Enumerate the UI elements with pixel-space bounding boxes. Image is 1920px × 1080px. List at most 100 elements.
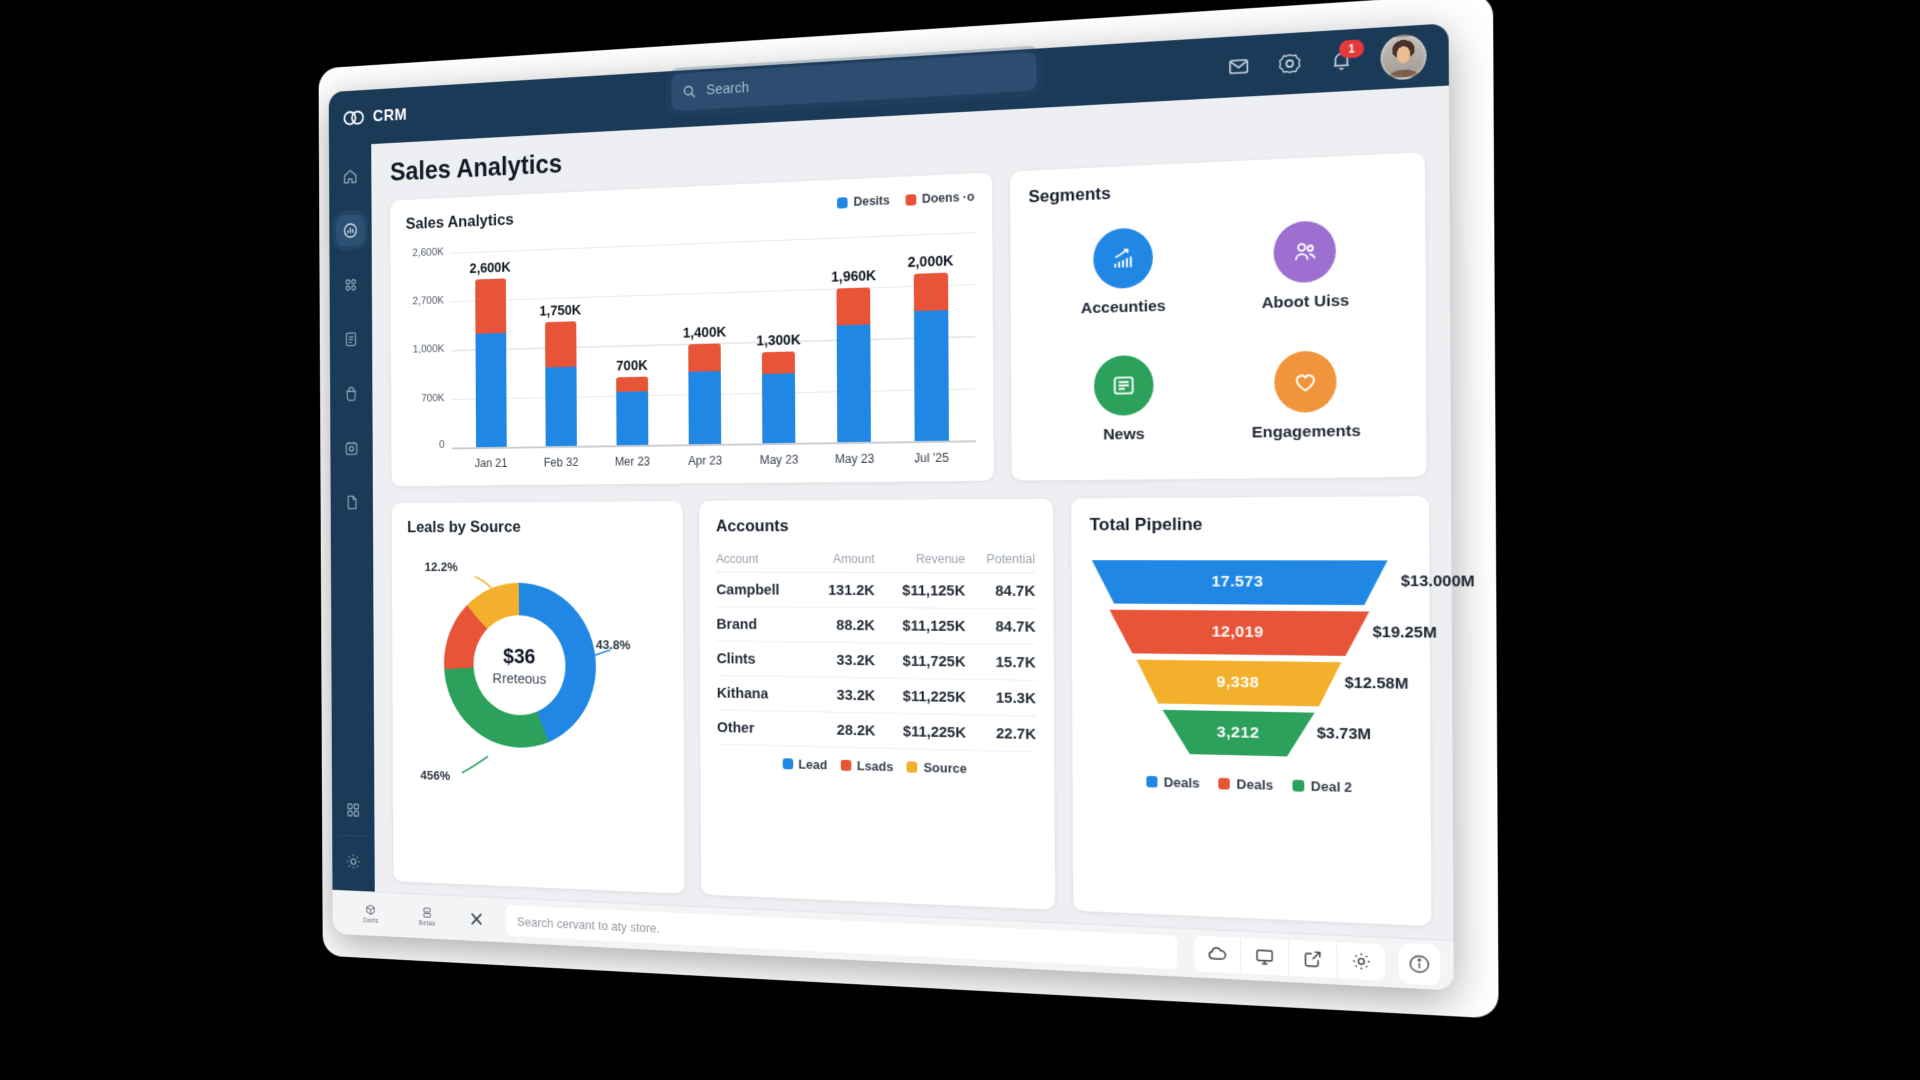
user-avatar[interactable] [1380, 33, 1426, 81]
app-logo[interactable]: CRM [342, 105, 407, 128]
home-icon [345, 170, 356, 183]
close-icon[interactable] [468, 909, 486, 929]
legend-chip-doens [905, 194, 916, 206]
legend-chip [782, 758, 792, 769]
sidebar-item-dashboard-active[interactable] [336, 214, 365, 247]
legend-chip-desits [837, 197, 848, 208]
notification-badge: 1 [1339, 39, 1364, 59]
tilted-app-window: CRM [329, 23, 1454, 990]
funnel-value-1: $13.000M [1401, 572, 1475, 590]
segment-label: Acceunties [1081, 297, 1166, 318]
donut-center-label: Rreteous [492, 670, 546, 687]
main-content: Sales Analytics Sales Analytics Desits D… [371, 86, 1453, 940]
bar-value-label: 2,000K [908, 253, 954, 271]
taskbar-actions [1194, 936, 1386, 981]
sidebar-item-apps[interactable] [339, 794, 368, 827]
pipeline-funnel: 17.573 12,019 9,338 3,212 $13.000M $19.2… [1092, 560, 1411, 759]
table-row: Other 28.2K $11,225K 22.7K [717, 710, 1036, 752]
apps-grid-icon [348, 804, 352, 809]
sidebar-item-files[interactable] [337, 486, 366, 518]
accounts-card: Accounts Account Amount Revenue Potentia… [699, 499, 1055, 910]
body: Sales Analytics Sales Analytics Desits D… [329, 86, 1454, 940]
y-axis: 2,600K 2,700K 1,000K 700K 0 [406, 253, 452, 448]
accounts-table: Account Amount Revenue Potential Campbel… [716, 546, 1036, 753]
accounts-legend: Lead Lsads Source [717, 755, 1036, 778]
bar-value-label: 700K [616, 358, 648, 374]
segment-label: Engagements [1252, 422, 1361, 443]
legend-chip [1146, 776, 1157, 788]
mail-icon[interactable] [1226, 53, 1251, 80]
funnel-value-4: $3.73M [1317, 724, 1371, 743]
gear-icon[interactable] [1336, 942, 1385, 981]
heart-icon [1292, 368, 1320, 396]
legend-label: Desits [853, 193, 889, 209]
donut-label-green: 456% [420, 768, 450, 783]
table-row: Clints 33.2K $11,725K 15.7K [717, 641, 1036, 680]
taskbar-tab-label: Betas [419, 920, 436, 927]
sidebar-item-settings[interactable] [339, 845, 368, 878]
segment-news[interactable]: News [1094, 355, 1154, 445]
global-search-input[interactable] [704, 63, 1024, 100]
segments-card: Segments Acceunties [1010, 152, 1426, 480]
sidebar-item-orders[interactable] [337, 377, 366, 409]
crm-app-window: CRM [329, 23, 1454, 990]
bar-column: 1,960K [816, 235, 892, 442]
growth-chart-icon [1109, 244, 1136, 272]
legend-chip [1219, 778, 1231, 790]
funnel-value-3: $12.58M [1345, 674, 1409, 693]
legend-chip [907, 761, 918, 772]
settings-hex-icon[interactable] [1277, 50, 1303, 77]
bar-value-label: 1,300K [756, 332, 800, 349]
bar-column: 1,750K [525, 247, 596, 446]
crm-logo-icon [342, 108, 366, 128]
share-external-icon[interactable] [1288, 940, 1337, 978]
pipeline-title: Total Pipeline [1090, 513, 1410, 535]
contacts-icon [346, 280, 350, 284]
sidebar-item-documents[interactable] [337, 323, 366, 356]
leads-by-source-card: Leals by Source $36 Rreteous [392, 501, 685, 894]
sidebar-divider [339, 835, 368, 837]
segment-acceunties[interactable]: Acceunties [1080, 226, 1165, 318]
sales-analytics-card: Sales Analytics Desits Doens ·o 2,600K 2… [390, 172, 994, 486]
segment-label: News [1103, 426, 1145, 445]
sidebar-item-home[interactable] [336, 160, 365, 193]
col-header: Account [716, 546, 808, 572]
stack-icon [421, 906, 433, 919]
total-pipeline-card: Total Pipeline 17.573 12,019 9,338 3,212… [1071, 496, 1431, 926]
table-row: Campbell 131.2K $11,125K 84.7K [716, 572, 1035, 609]
donut-label-yellow: 12.2% [425, 560, 458, 574]
segment-engagements[interactable]: Engagements [1251, 350, 1361, 443]
donut-label-blue: 43.8% [596, 637, 631, 652]
table-row: Brand 88.2K $11,125K 84.7K [716, 607, 1035, 645]
legend-label: Deals [1236, 776, 1273, 793]
funnel-value-2: $19.25M [1373, 623, 1437, 642]
taskbar-tab-darts[interactable]: Darts [343, 902, 399, 925]
taskbar-tab-betas[interactable]: Betas [399, 905, 456, 929]
donut-center-value: $36 [503, 643, 536, 668]
segment-aboot-uiss[interactable]: Aboot Uiss [1261, 219, 1349, 313]
col-header: Revenue [874, 546, 965, 573]
monitor-icon[interactable] [1240, 938, 1288, 976]
bar-plot-area: 2,600K 1,750K 700K [451, 232, 976, 449]
info-icon[interactable] [1398, 943, 1440, 986]
file-icon [348, 496, 356, 509]
sales-chart-title: Sales Analytics [406, 210, 514, 234]
legend-chip [1292, 780, 1304, 792]
sidebar-bottom [332, 793, 375, 878]
legend-label: Deal 2 [1311, 778, 1352, 795]
legend-chip [841, 760, 852, 771]
gear-icon [351, 859, 356, 865]
funnel-stage-2: 12,019 [1109, 610, 1369, 656]
sidebar-item-calendar[interactable] [337, 432, 366, 464]
bar-value-label: 2,600K [470, 260, 511, 277]
notifications-bell-icon[interactable]: 1 [1328, 47, 1354, 74]
topbar-actions: 1 [1226, 33, 1427, 89]
bar-column: 2,000K [892, 232, 970, 441]
legend-label: Doens ·o [922, 190, 975, 206]
bar-value-label: 1,750K [539, 303, 581, 320]
pipeline-legend: Deals Deals Deal 2 [1091, 772, 1411, 797]
sales-chart-legend: Desits Doens ·o [837, 190, 974, 210]
sidebar-item-contacts[interactable] [336, 268, 365, 301]
news-icon [1110, 372, 1137, 399]
cloud-icon[interactable] [1194, 936, 1240, 974]
